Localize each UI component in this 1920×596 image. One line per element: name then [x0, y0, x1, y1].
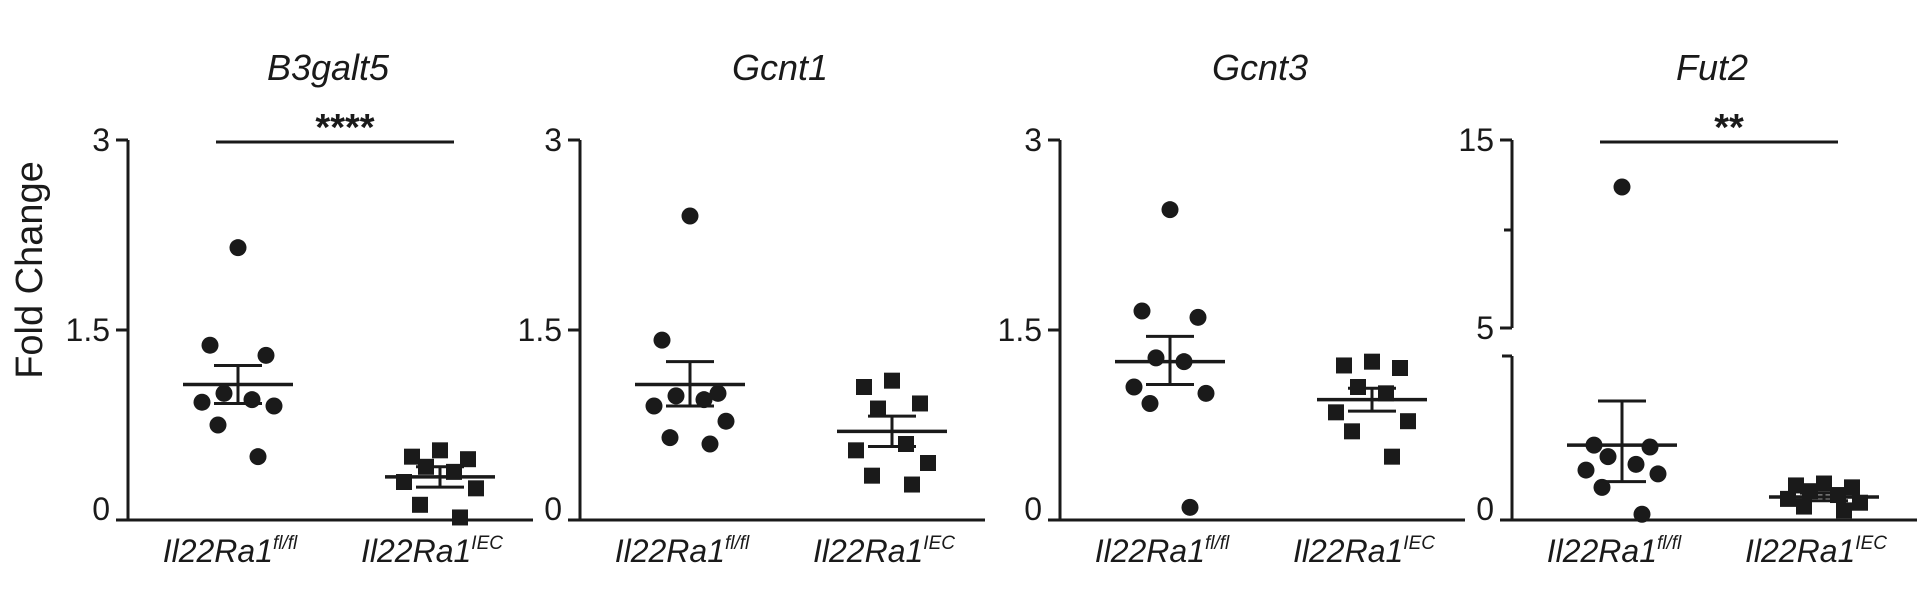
data-point — [1392, 360, 1408, 376]
data-point — [848, 442, 864, 459]
y-tick-label: 5 — [1476, 310, 1494, 346]
data-point — [209, 416, 227, 434]
significance-label: **** — [315, 107, 374, 149]
data-point — [695, 391, 713, 409]
data-point — [870, 400, 886, 417]
data-point — [1593, 478, 1611, 496]
x-category-label: Il22Ra1fl/fl — [615, 533, 750, 569]
data-point — [1641, 438, 1659, 456]
data-point — [1802, 483, 1818, 500]
y-tick-label: 0 — [1476, 491, 1494, 527]
data-point — [884, 372, 900, 389]
data-point — [201, 336, 219, 354]
data-point — [1384, 448, 1400, 465]
y-tick-label: 15 — [1458, 122, 1494, 158]
y-axis-label: Fold Change — [9, 161, 51, 379]
y-tick-label: 3 — [92, 122, 110, 158]
data-point — [257, 346, 275, 364]
y-tick-label: 0 — [92, 491, 110, 527]
x-category-label: Il22Ra1fl/fl — [1095, 533, 1230, 569]
data-point — [709, 384, 727, 402]
data-point — [1852, 494, 1868, 511]
data-point — [912, 395, 928, 412]
data-point — [1627, 455, 1645, 473]
panel-fut2: Fut2 0 5 15 Il22Ra1fl/fl Il22Ra1IEC ** — [1458, 47, 1917, 569]
data-point — [1780, 490, 1796, 507]
significance-label: ** — [1714, 107, 1744, 149]
data-point — [460, 451, 476, 468]
data-point — [215, 384, 233, 402]
data-point — [243, 391, 261, 409]
panel-title: B3galt5 — [267, 47, 390, 88]
data-point — [681, 207, 699, 225]
y-tick-label: 3 — [544, 122, 562, 158]
panel-title: Fut2 — [1676, 47, 1748, 88]
data-point — [1613, 178, 1631, 196]
data-point — [432, 442, 448, 459]
y-tick-label: 1.5 — [518, 312, 562, 348]
y-tick-label: 1.5 — [66, 312, 110, 348]
x-category-label: Il22Ra1fl/fl — [163, 533, 298, 569]
data-point — [701, 435, 719, 453]
panel-title: Gcnt1 — [732, 47, 828, 88]
data-point — [229, 239, 247, 257]
data-point — [1788, 477, 1804, 494]
panel-gcnt3: Gcnt3 0 1.5 3 Il22Ra1fl/fl Il22Ra1IEC — [998, 47, 1465, 569]
panel-gcnt1: Gcnt1 0 1.5 3 Il22Ra1fl/fl Il22Ra1IEC — [518, 47, 985, 569]
data-point — [1844, 479, 1860, 496]
data-point — [1633, 505, 1651, 523]
x-category-label: Il22Ra1IEC — [813, 533, 955, 569]
data-point — [645, 397, 663, 415]
y-tick-label: 0 — [1024, 491, 1042, 527]
data-point — [1336, 357, 1352, 374]
data-point — [1344, 423, 1360, 440]
data-point — [667, 387, 685, 405]
x-category-label: Il22Ra1IEC — [1293, 533, 1435, 569]
data-point — [717, 412, 735, 430]
data-point — [468, 480, 484, 497]
x-category-label: Il22Ra1IEC — [1745, 533, 1887, 569]
data-point — [1816, 475, 1832, 492]
data-point — [1161, 201, 1179, 219]
data-point — [904, 476, 920, 493]
data-point — [1147, 349, 1165, 367]
data-point — [412, 496, 428, 513]
data-point — [404, 448, 420, 465]
data-point — [1796, 498, 1812, 515]
data-point — [1133, 302, 1151, 320]
y-tick-label: 3 — [1024, 122, 1042, 158]
data-point — [1649, 465, 1667, 483]
data-point — [265, 397, 283, 415]
data-point — [1125, 378, 1143, 396]
data-point — [653, 331, 671, 349]
data-point — [1400, 413, 1416, 430]
data-point — [898, 436, 914, 452]
data-point — [661, 429, 679, 447]
panel-title: Gcnt3 — [1212, 47, 1308, 88]
data-point — [193, 393, 211, 411]
data-point — [249, 448, 267, 466]
data-point — [1577, 461, 1595, 479]
data-point — [1599, 448, 1617, 466]
x-category-label: Il22Ra1IEC — [361, 533, 503, 569]
data-point — [452, 509, 468, 526]
data-point — [1181, 498, 1199, 516]
panel-b3galt5: B3galt5 0 1.5 3 Il22Ra1fl/fl Il22Ra1IEC **** — [66, 47, 533, 569]
data-point — [856, 379, 872, 395]
x-category-label: Il22Ra1fl/fl — [1547, 533, 1682, 569]
y-tick-label: 1.5 — [998, 312, 1042, 348]
data-point — [1328, 404, 1344, 421]
data-point — [920, 455, 936, 471]
data-point — [864, 467, 880, 484]
data-point — [1364, 353, 1380, 370]
y-tick-label: 0 — [544, 491, 562, 527]
data-point — [1830, 487, 1846, 504]
data-point — [1141, 394, 1159, 412]
data-point — [1836, 502, 1852, 519]
data-point — [1189, 308, 1207, 326]
data-point — [1197, 384, 1215, 402]
